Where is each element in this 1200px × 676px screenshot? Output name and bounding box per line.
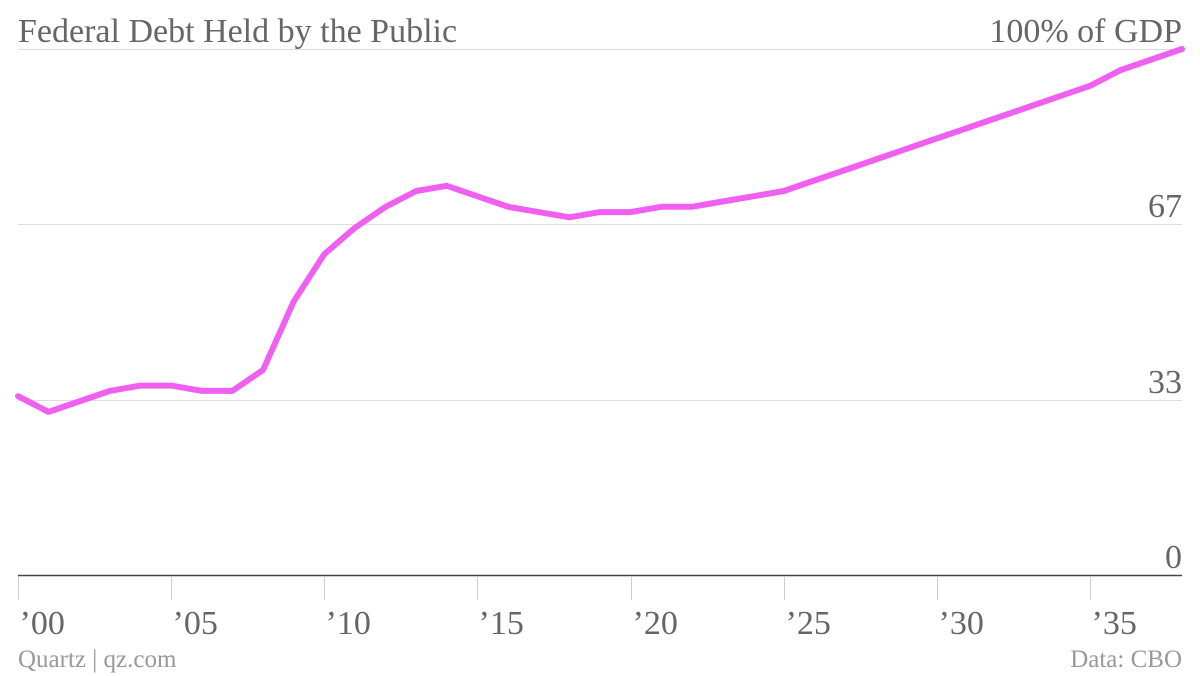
- x-tick-label: ’35: [1092, 605, 1137, 642]
- x-tick-label: ’00: [20, 605, 65, 642]
- x-tick-label: ’10: [326, 605, 371, 642]
- source-text: Data: CBO: [1070, 646, 1182, 673]
- series-line-debt-held-by-public: [15, 46, 1185, 415]
- y-tick-label: 100% of GDP: [989, 13, 1182, 50]
- x-tick-label: ’05: [173, 605, 218, 642]
- x-tick-label: ’30: [939, 605, 984, 642]
- x-axis-ticks: [18, 577, 1091, 600]
- chart-title: Federal Debt Held by the Public: [18, 13, 457, 50]
- x-axis-labels: ’00 ’05 ’10 ’15 ’20 ’25 ’30 ’35: [20, 605, 1137, 642]
- y-axis-labels: 0 33 67 100% of GDP: [989, 13, 1182, 576]
- y-tick-label: 0: [1165, 539, 1182, 576]
- x-tick-label: ’15: [479, 605, 524, 642]
- y-tick-label: 67: [1148, 188, 1182, 225]
- credit-text: Quartz | qz.com: [18, 646, 177, 673]
- x-tick-label: ’25: [786, 605, 831, 642]
- y-tick-label: 33: [1148, 364, 1182, 401]
- x-tick-label: ’20: [633, 605, 678, 642]
- y-gridlines: [18, 49, 1182, 401]
